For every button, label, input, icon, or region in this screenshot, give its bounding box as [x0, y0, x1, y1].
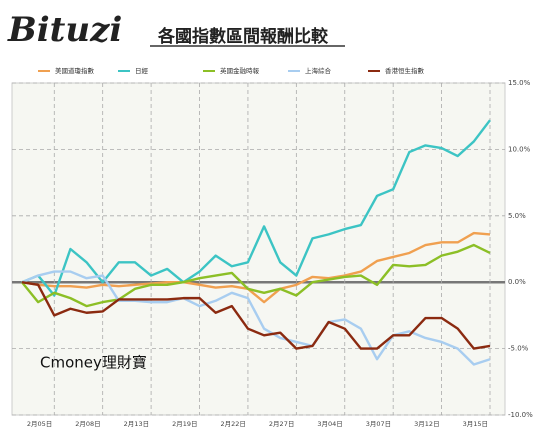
x-tick-label: 3月04日 [317, 420, 342, 428]
x-tick-label: 2月13日 [124, 420, 149, 428]
legend-label: 香港恒生指數 [385, 66, 425, 75]
x-tick-label: 2月19日 [172, 420, 197, 428]
y-tick-label: 0.0% [508, 278, 526, 286]
series-line [21, 243, 491, 308]
x-tick-label: 2月27日 [269, 420, 294, 428]
series-line [21, 119, 491, 297]
watermark: Cmoney理財寶 [40, 354, 147, 372]
x-tick-label: 2月08日 [75, 420, 100, 428]
x-tick-label: 3月07日 [366, 420, 391, 428]
series-line [21, 231, 491, 304]
legend-label: 英國金融時報 [220, 66, 260, 75]
y-tick-label: -5.0% [508, 345, 529, 353]
legend-label: 日經 [135, 66, 149, 75]
y-tick-label: 10.0% [508, 145, 531, 153]
x-tick-label: 2月05日 [27, 420, 52, 428]
series-line [21, 281, 491, 350]
chart-title: 各國指數區間報酬比較 [157, 26, 329, 47]
y-tick-label: 15.0% [508, 79, 531, 87]
x-tick-label: 2月22日 [221, 420, 246, 428]
x-tick-label: 3月12日 [414, 420, 439, 428]
legend-label: 美國道瓊指數 [55, 66, 95, 75]
brand-logo: Bituzi [7, 10, 122, 50]
y-tick-label: -10.0% [508, 411, 533, 419]
x-tick-label: 3月15日 [463, 420, 488, 428]
legend-label: 上海綜合 [305, 66, 332, 75]
y-tick-label: 5.0% [508, 212, 526, 220]
